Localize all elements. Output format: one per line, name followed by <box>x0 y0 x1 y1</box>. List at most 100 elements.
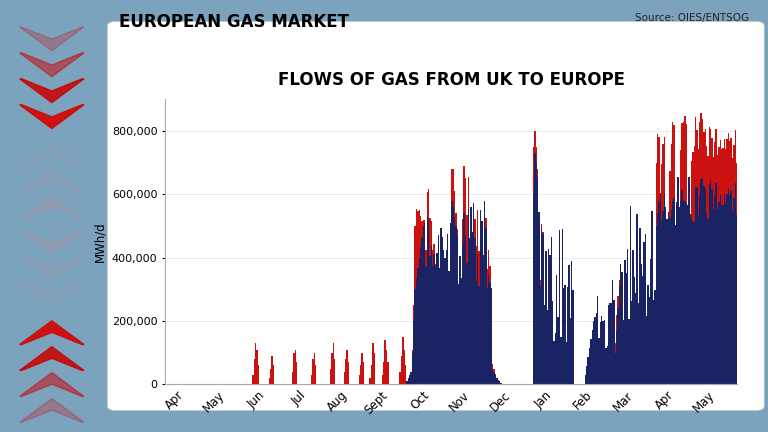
Bar <box>695 187 697 384</box>
Bar <box>492 368 493 384</box>
Bar <box>387 362 389 384</box>
Bar <box>477 254 478 384</box>
Bar <box>653 300 654 384</box>
Polygon shape <box>20 79 84 102</box>
Bar <box>698 149 699 215</box>
Bar <box>331 353 333 384</box>
Bar <box>674 225 676 384</box>
Bar <box>477 210 478 254</box>
Bar <box>451 169 452 201</box>
Bar <box>702 119 703 179</box>
Bar <box>571 261 572 384</box>
Bar <box>449 271 450 384</box>
Bar <box>362 362 364 384</box>
Bar <box>552 302 554 384</box>
Bar <box>436 253 438 384</box>
Bar <box>690 214 691 384</box>
Bar <box>334 359 336 384</box>
Bar <box>535 163 537 384</box>
Bar <box>736 215 737 384</box>
Bar <box>410 372 412 384</box>
Bar <box>484 201 485 384</box>
Bar <box>709 184 710 384</box>
Bar <box>432 250 433 266</box>
Bar <box>590 339 591 384</box>
Bar <box>399 372 401 384</box>
Bar <box>386 349 387 384</box>
Bar <box>709 127 710 184</box>
Bar <box>619 280 620 286</box>
Bar <box>727 194 728 384</box>
Bar <box>586 366 588 384</box>
Bar <box>559 230 560 384</box>
Bar <box>658 137 660 201</box>
Bar <box>487 269 488 288</box>
Bar <box>662 144 664 211</box>
Bar <box>457 229 458 235</box>
Bar <box>568 265 570 384</box>
Bar <box>468 177 469 209</box>
Bar <box>554 333 556 384</box>
Bar <box>676 202 677 384</box>
Bar <box>420 216 421 247</box>
Bar <box>499 381 500 384</box>
Bar <box>373 353 375 384</box>
Bar <box>493 369 495 372</box>
Bar <box>614 353 616 384</box>
Bar <box>630 206 631 384</box>
Bar <box>650 259 651 384</box>
Bar <box>681 124 683 190</box>
Bar <box>417 268 419 384</box>
Bar <box>660 193 661 384</box>
Bar <box>704 129 706 189</box>
Bar <box>544 305 545 384</box>
Bar <box>641 264 642 384</box>
Bar <box>725 204 727 384</box>
Bar <box>644 234 646 384</box>
Bar <box>723 139 725 194</box>
Bar <box>617 296 619 308</box>
Bar <box>702 179 703 384</box>
Bar <box>485 228 487 384</box>
Bar <box>607 305 609 384</box>
Bar <box>634 277 635 384</box>
Bar <box>273 365 274 384</box>
Bar <box>360 365 361 384</box>
Bar <box>420 247 421 384</box>
Bar <box>623 321 624 384</box>
Bar <box>680 150 681 201</box>
Bar <box>443 250 445 384</box>
Polygon shape <box>20 53 84 77</box>
Bar <box>493 372 495 384</box>
Bar <box>462 219 463 245</box>
Bar <box>428 221 429 384</box>
Polygon shape <box>20 321 84 345</box>
Bar <box>632 250 634 384</box>
Bar <box>253 359 255 384</box>
Bar <box>611 302 612 384</box>
Bar <box>733 198 734 384</box>
Bar <box>612 280 614 384</box>
Bar <box>462 245 463 384</box>
Bar <box>601 316 602 384</box>
Bar <box>694 222 695 384</box>
Bar <box>468 209 469 384</box>
Bar <box>361 353 362 384</box>
Bar <box>385 340 386 384</box>
Bar <box>597 296 598 384</box>
Bar <box>292 372 293 384</box>
Bar <box>713 157 714 209</box>
Bar <box>658 201 660 384</box>
Bar <box>720 140 721 195</box>
Bar <box>489 282 491 384</box>
Bar <box>621 272 623 384</box>
Bar <box>683 122 684 201</box>
Bar <box>730 191 732 384</box>
Bar <box>429 218 431 256</box>
Bar <box>698 215 699 384</box>
Bar <box>541 228 542 384</box>
Polygon shape <box>20 143 84 167</box>
Bar <box>427 192 428 217</box>
Bar <box>600 322 601 384</box>
Bar <box>458 284 459 384</box>
